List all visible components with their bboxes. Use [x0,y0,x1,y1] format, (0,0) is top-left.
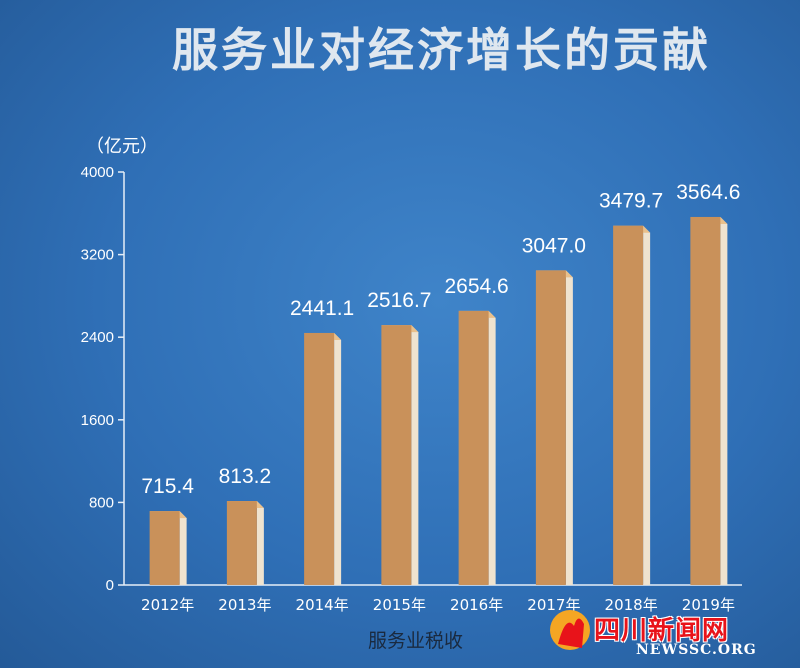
y-tick-label: 0 [106,577,114,594]
bar [304,332,335,585]
x-tick-label: 2015年 [373,596,426,614]
x-tick-label: 2019年 [682,596,735,614]
bar-value-label: 2441.1 [290,297,354,320]
bar [149,511,180,585]
x-tick-label: 2014年 [296,596,349,614]
x-axis-label: 服务业税收 [368,630,464,652]
watermark-domain: NEWSSC.ORG [636,642,757,658]
bar-value-label: 715.4 [141,475,194,498]
y-tick-label: 800 [89,494,114,511]
bar-side [256,501,264,585]
x-tick-label: 2017年 [527,596,580,614]
bar-side [643,225,651,585]
x-tick-label: 2018年 [605,596,658,614]
bar-side [488,310,496,585]
y-tick-label: 1600 [81,412,114,429]
newssc-logo-icon [550,610,590,650]
x-tick-label: 2012年 [141,596,194,614]
bar [381,325,412,585]
bar [226,501,257,585]
chart-title: 服务业对经济增长的贡献 [172,23,711,77]
x-tick-label: 2013年 [218,596,271,614]
bar-value-label: 2654.6 [445,275,509,298]
x-tick-label: 2016年 [450,596,503,614]
bar-side [334,332,342,585]
bar-value-label: 3047.0 [522,234,586,257]
y-tick-label: 2400 [81,329,114,346]
bar-side [720,216,728,585]
bar-side [179,511,187,585]
y-tick-label: 3200 [81,247,114,264]
bar [690,216,721,585]
bar [535,270,566,585]
bar [458,310,489,585]
bar-value-label: 3479.7 [599,190,663,213]
watermark-name: 四川新闻网 [594,616,730,646]
bar [613,225,644,585]
y-tick-label: 4000 [81,164,114,181]
bar-value-label: 3564.6 [676,181,740,204]
bar-value-label: 2516.7 [367,289,431,312]
y-axis-unit: （亿元） [86,136,158,157]
bar-side [411,325,419,585]
bar-side [565,270,573,585]
bar-value-label: 813.2 [219,465,272,488]
